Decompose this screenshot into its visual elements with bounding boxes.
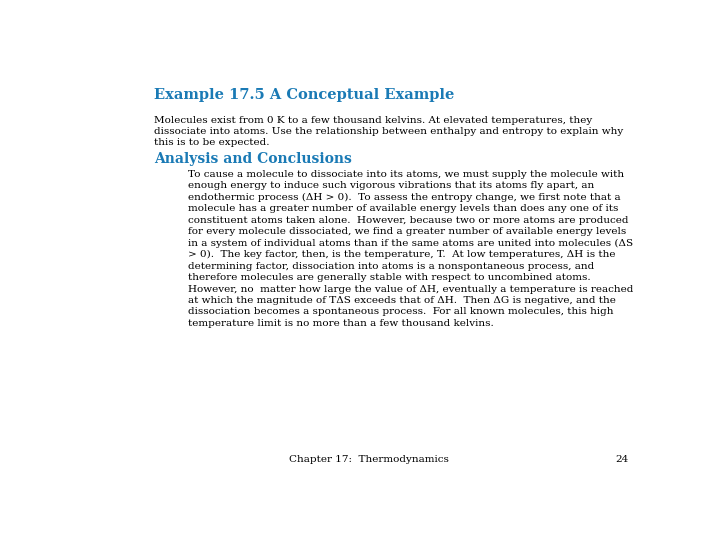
Text: Chapter 17:  Thermodynamics: Chapter 17: Thermodynamics xyxy=(289,455,449,464)
Text: To cause a molecule to dissociate into its atoms, we must supply the molecule wi: To cause a molecule to dissociate into i… xyxy=(188,170,633,328)
Text: Analysis and Conclusions: Analysis and Conclusions xyxy=(154,152,352,166)
Text: 24: 24 xyxy=(615,455,629,464)
Text: Example 17.5 A Conceptual Example: Example 17.5 A Conceptual Example xyxy=(154,87,454,102)
Text: Molecules exist from 0 K to a few thousand kelvins. At elevated temperatures, th: Molecules exist from 0 K to a few thousa… xyxy=(154,116,624,147)
